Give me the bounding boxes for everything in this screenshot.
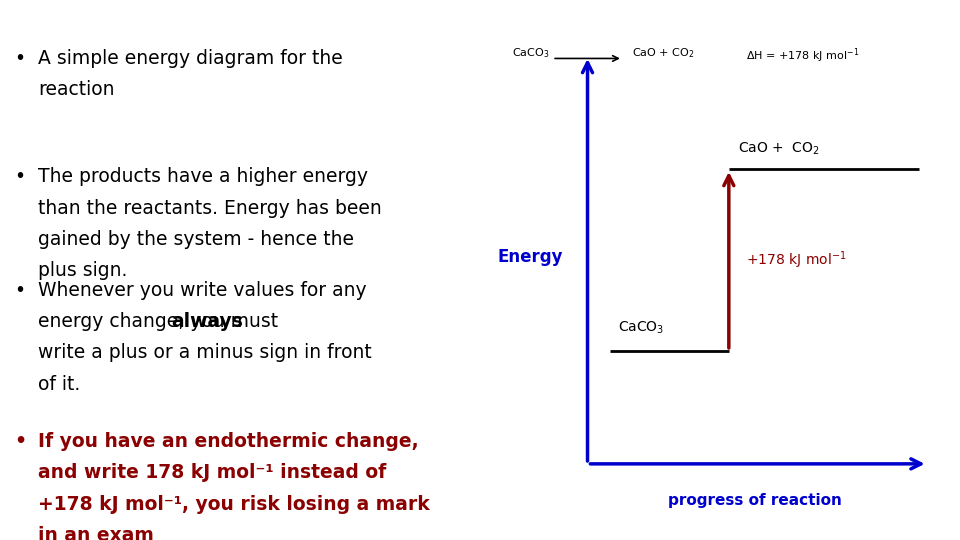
- Text: write a plus or a minus sign in front: write a plus or a minus sign in front: [38, 343, 372, 362]
- Text: •: •: [14, 432, 27, 451]
- Text: than the reactants. Energy has been: than the reactants. Energy has been: [38, 199, 382, 218]
- Text: in an exam: in an exam: [38, 526, 155, 540]
- Text: gained by the system - hence the: gained by the system - hence the: [38, 230, 354, 249]
- Text: CaO + CO$_2$: CaO + CO$_2$: [632, 46, 694, 60]
- Text: always: always: [171, 312, 243, 331]
- Text: CaCO$_3$: CaCO$_3$: [618, 320, 664, 336]
- Text: +178 kJ mol$^{-1}$: +178 kJ mol$^{-1}$: [747, 249, 847, 271]
- Text: progress of reaction: progress of reaction: [668, 493, 842, 508]
- Text: of it.: of it.: [38, 375, 81, 394]
- Text: energy change, you must: energy change, you must: [38, 312, 284, 331]
- Text: +178 kJ mol⁻¹, you risk losing a mark: +178 kJ mol⁻¹, you risk losing a mark: [38, 495, 430, 514]
- Text: Whenever you write values for any: Whenever you write values for any: [38, 281, 367, 300]
- Text: $\Delta$H = +178 kJ mol$^{-1}$: $\Delta$H = +178 kJ mol$^{-1}$: [747, 46, 860, 65]
- Text: •: •: [14, 49, 26, 68]
- Text: •: •: [14, 167, 26, 186]
- Text: A simple energy diagram for the: A simple energy diagram for the: [38, 49, 343, 68]
- Text: and write 178 kJ mol⁻¹ instead of: and write 178 kJ mol⁻¹ instead of: [38, 463, 387, 482]
- Text: The products have a higher energy: The products have a higher energy: [38, 167, 369, 186]
- Text: reaction: reaction: [38, 80, 115, 99]
- Text: If you have an endothermic change,: If you have an endothermic change,: [38, 432, 419, 451]
- Text: Energy: Energy: [497, 248, 563, 266]
- Text: CaO +  CO$_2$: CaO + CO$_2$: [737, 140, 820, 157]
- Text: CaCO$_3$: CaCO$_3$: [513, 46, 550, 60]
- Text: •: •: [14, 281, 26, 300]
- Text: plus sign.: plus sign.: [38, 261, 128, 280]
